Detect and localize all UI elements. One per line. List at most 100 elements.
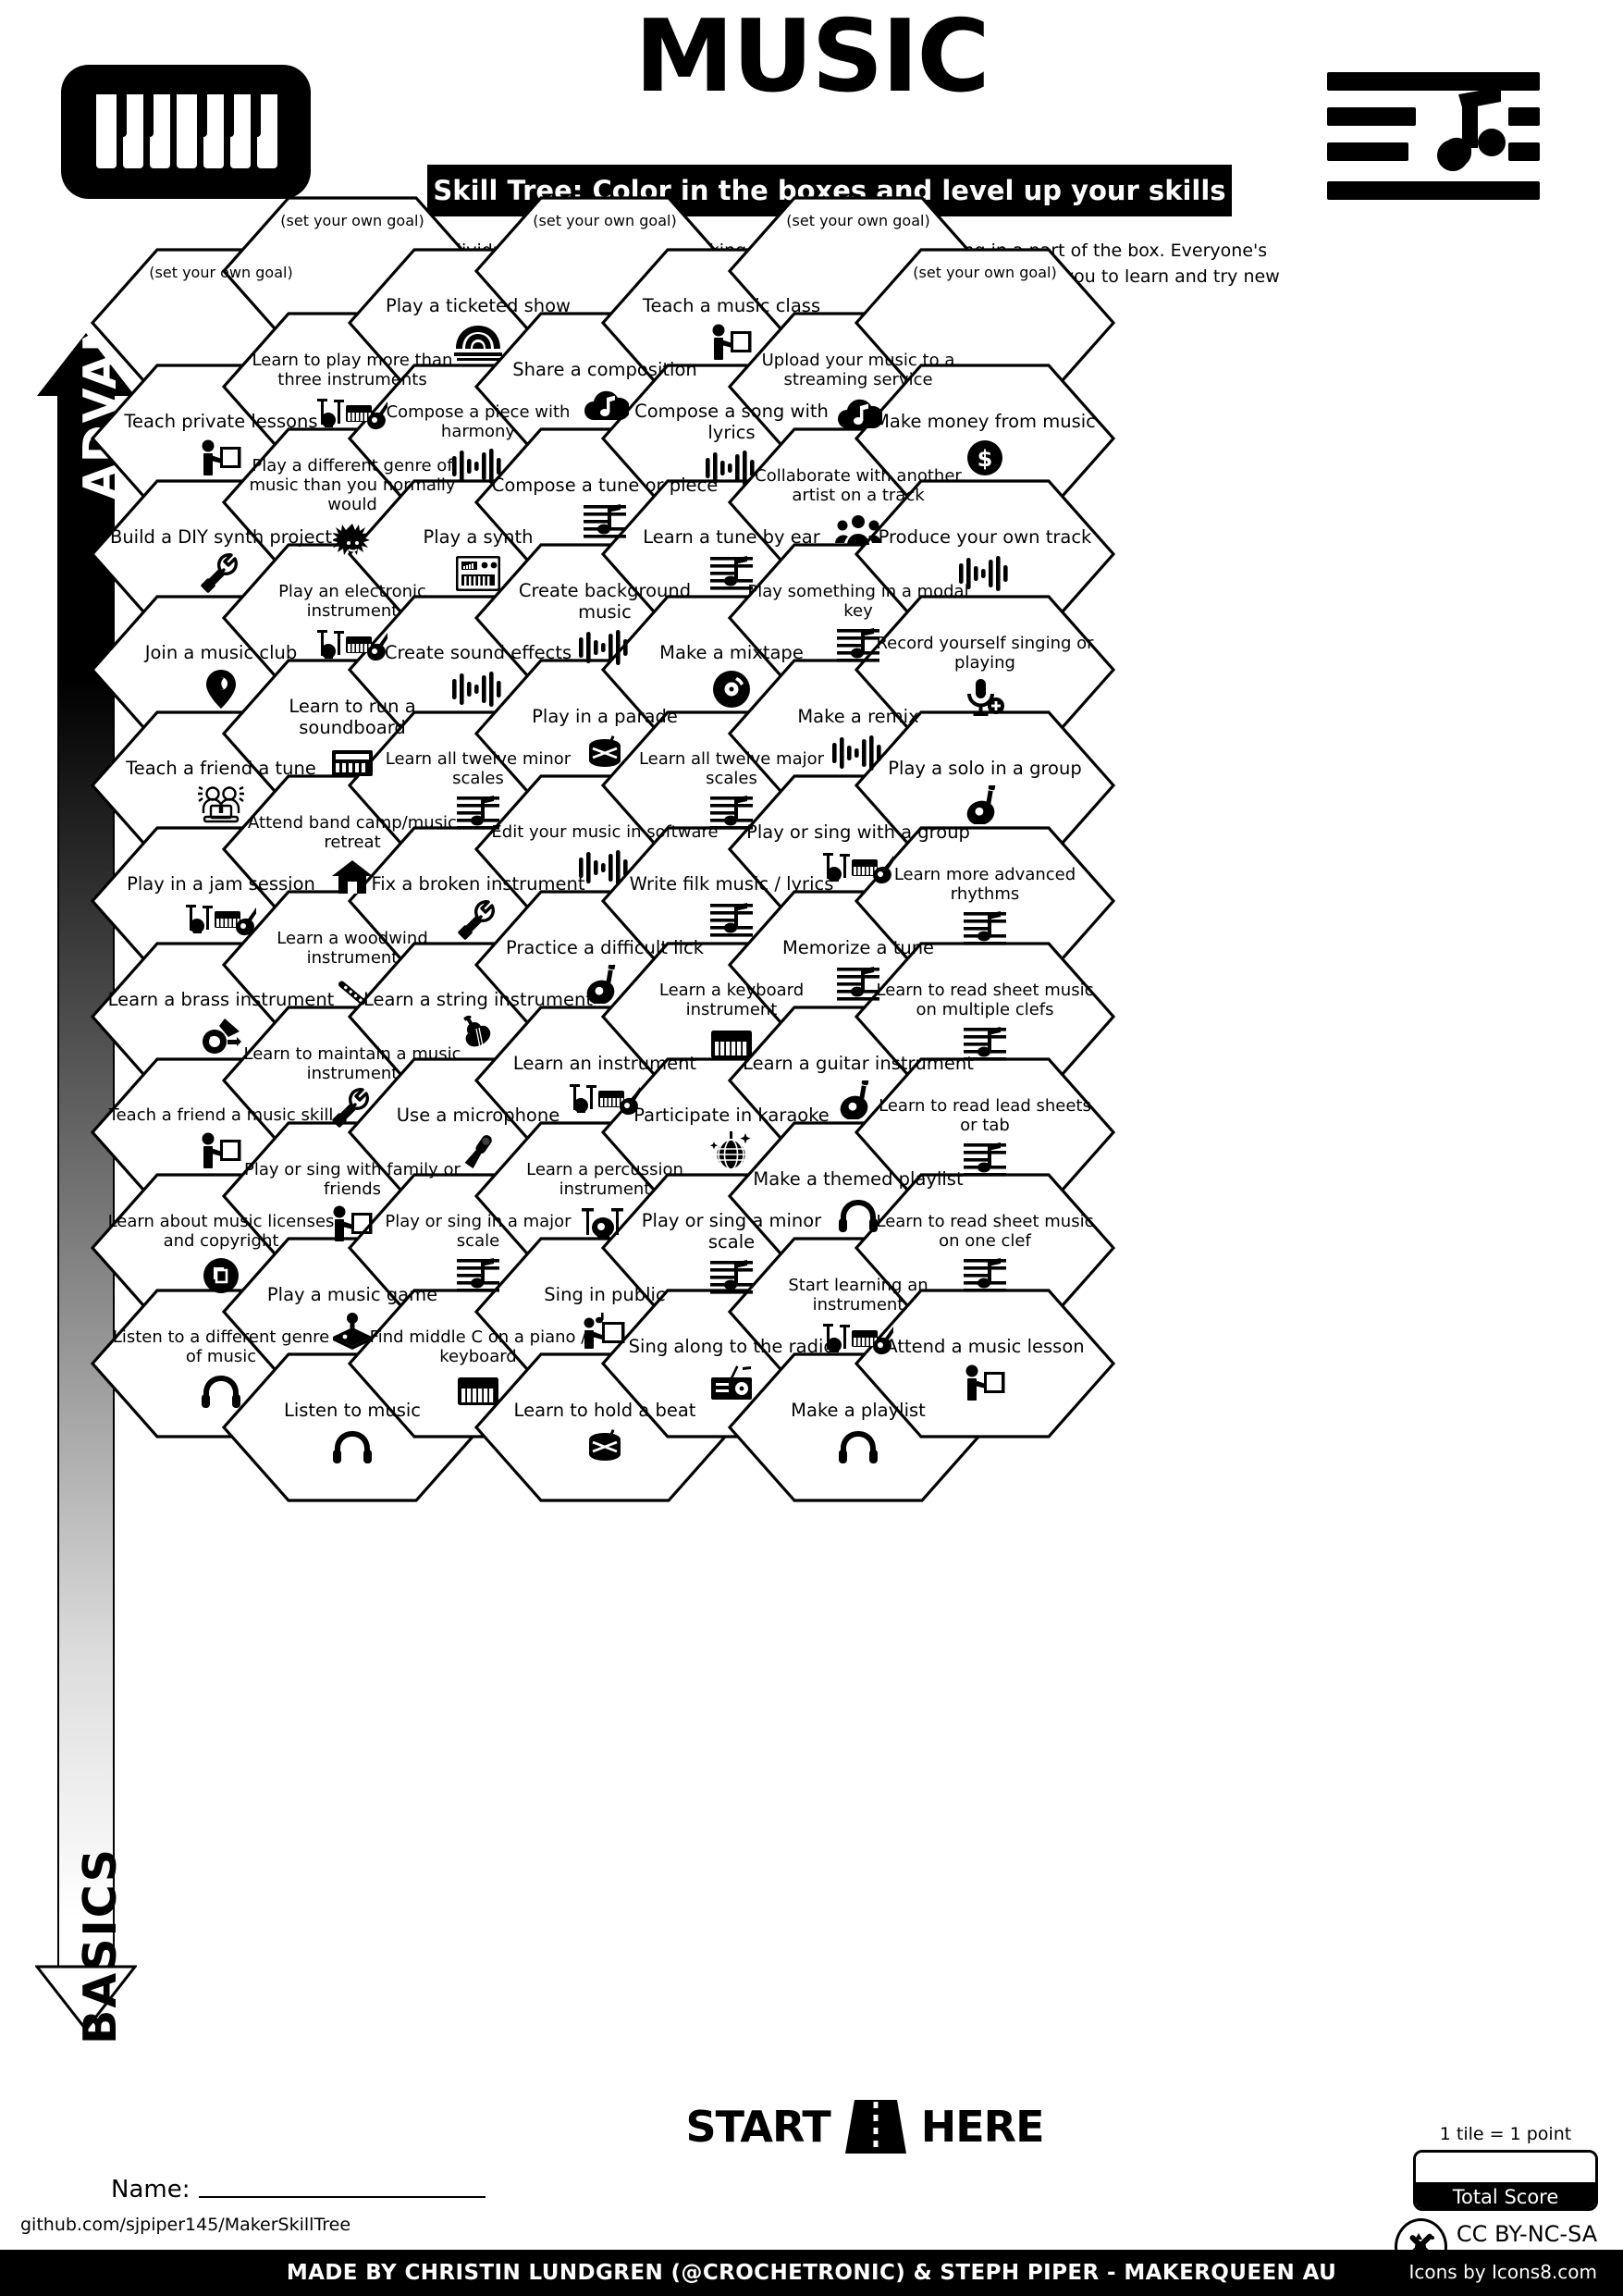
- tile-content: Play a synth: [348, 490, 609, 629]
- tile-content: (set your own goal): [222, 207, 483, 346]
- skill-tile[interactable]: Practice a difficult lick: [474, 890, 735, 1040]
- skill-tile[interactable]: Compose a piece with harmony: [348, 364, 609, 513]
- band-instruments-icon: [317, 625, 387, 666]
- skill-tile[interactable]: Memorize a tune: [728, 890, 989, 1040]
- house-icon: [331, 857, 374, 897]
- skill-tile[interactable]: Attend band camp/music retreat: [222, 774, 483, 924]
- skill-tile[interactable]: Play or sing in a major scale: [348, 1173, 609, 1323]
- skill-tile[interactable]: Listen to a different genre of music: [91, 1289, 351, 1438]
- skill-tile[interactable]: Play a synth: [348, 479, 609, 629]
- skill-tile[interactable]: Play or sing with family or friends: [222, 1121, 483, 1271]
- skill-tile[interactable]: Teach private lessons: [91, 364, 351, 513]
- skill-tile[interactable]: Learn to maintain a music instrument: [222, 1006, 483, 1155]
- sheet-music-icon: [964, 1255, 1006, 1296]
- waveform-icon: [831, 733, 885, 773]
- tile-label: Learn to maintain a music instrument: [243, 1043, 461, 1083]
- skill-tile[interactable]: Learn a percussion instrument: [474, 1121, 735, 1271]
- tile-content: Play or sing in a major scale: [348, 1184, 609, 1323]
- sheet-music-icon: [837, 625, 879, 666]
- skill-tile[interactable]: Learn a guitar instrument: [728, 1006, 989, 1155]
- tile-label: (set your own goal): [533, 212, 677, 229]
- tile-label: Learn about music licenses and copyright: [107, 1211, 335, 1251]
- radio-icon: [709, 1363, 754, 1403]
- skill-tile[interactable]: (set your own goal): [728, 196, 989, 346]
- skill-tile[interactable]: Learn a tune by ear: [601, 479, 862, 629]
- skill-tile[interactable]: Join a music club: [91, 595, 351, 745]
- tile-label: Learn to read lead sheets or tab: [879, 1095, 1091, 1135]
- start-label: START: [685, 2102, 830, 2152]
- skill-tile[interactable]: Upload your music to a streaming service: [728, 312, 989, 462]
- skill-tile[interactable]: Learn a brass instrument: [91, 942, 351, 1092]
- skill-tile[interactable]: Play something in a modal key: [728, 543, 989, 693]
- skill-tile[interactable]: Share a composition: [474, 312, 735, 462]
- skill-tile[interactable]: Play in a jam session: [91, 826, 351, 976]
- tile-label: Play a different genre of music than you…: [249, 456, 456, 514]
- skill-tile[interactable]: Find middle C on a piano / keyboard: [348, 1289, 609, 1438]
- skill-tile[interactable]: Learn more advanced rhythms: [855, 826, 1115, 976]
- skill-tile[interactable]: Learn a string instrument: [348, 942, 609, 1092]
- skill-tile[interactable]: (set your own goal): [222, 196, 483, 346]
- skill-tile[interactable]: Create sound effects: [348, 595, 609, 745]
- tile-label: Learn a guitar instrument: [743, 1053, 974, 1075]
- start-here-marker: START HERE: [684, 2098, 1045, 2155]
- skill-tile[interactable]: Start learning an instrument: [728, 1237, 989, 1387]
- skill-tile[interactable]: Learn to read lead sheets or tab: [855, 1057, 1115, 1207]
- skill-tile[interactable]: Learn to read sheet music on multiple cl…: [855, 942, 1115, 1092]
- two-people-laptop-icon: [196, 784, 246, 825]
- waveform-icon: [958, 553, 1012, 594]
- vinyl-icon: [712, 669, 751, 710]
- tile-label: Collaborate with another artist on a tra…: [755, 465, 962, 505]
- tile-content: Edit your music in software: [474, 785, 735, 924]
- skill-tile[interactable]: Collaborate with another artist on a tra…: [728, 427, 989, 577]
- tile-content: Play in a jam session: [91, 837, 351, 976]
- skill-tile[interactable]: Participate in karaoke: [601, 1057, 862, 1207]
- skill-tile[interactable]: Attend a music lesson: [855, 1289, 1115, 1438]
- total-score-box[interactable]: Total Score: [1413, 2150, 1598, 2211]
- skill-tile[interactable]: Learn to play more than three instrument…: [222, 312, 483, 462]
- arrow-head-down: [35, 1965, 137, 2031]
- headphones-icon: [332, 1426, 373, 1467]
- tile-label: Learn a tune by ear: [643, 526, 820, 549]
- skill-tile[interactable]: Play a music game: [222, 1237, 483, 1387]
- skill-tile[interactable]: Teach a friend a tune: [91, 710, 351, 860]
- skill-tile[interactable]: Write filk music / lyrics: [601, 826, 862, 976]
- tile-content: Start learning an instrument: [728, 1248, 989, 1387]
- keyboard-icon: [457, 1371, 499, 1412]
- tile-label: Learn to run a soundboard: [289, 695, 416, 738]
- band-instruments-icon: [186, 900, 256, 941]
- tile-label: Produce your own track: [878, 526, 1092, 549]
- skill-tile[interactable]: Learn an instrument: [474, 1006, 735, 1155]
- skill-tile[interactable]: Listen to music: [222, 1352, 483, 1502]
- skill-tile[interactable]: Create background music: [474, 543, 735, 693]
- skill-tile[interactable]: Play in a parade: [474, 659, 735, 809]
- skill-tile[interactable]: Learn to read sheet music on one clef: [855, 1173, 1115, 1323]
- sheet-music-icon: [837, 964, 879, 1005]
- skill-tile[interactable]: Learn a woodwind instrument: [222, 890, 483, 1040]
- skill-tile[interactable]: (set your own goal): [91, 248, 351, 398]
- tile-content: Use a microphone: [348, 1068, 609, 1207]
- skill-tile[interactable]: Produce your own track: [855, 479, 1115, 629]
- tile-content: Learn to hold a beat: [474, 1364, 735, 1502]
- skill-tile[interactable]: (set your own goal): [855, 248, 1115, 398]
- skill-tile[interactable]: Make money from music $: [855, 364, 1115, 513]
- tile-label: Create sound effects: [384, 642, 572, 664]
- skill-tile[interactable]: Record yourself singing or playing: [855, 595, 1115, 745]
- name-field-row[interactable]: Name:: [111, 2176, 486, 2203]
- skill-tile[interactable]: Build a DIY synth project: [91, 479, 351, 629]
- skill-tile[interactable]: Learn to run a soundboard: [222, 659, 483, 809]
- skill-tile[interactable]: Edit your music in software: [474, 774, 735, 924]
- tile-label: Listen to music: [283, 1400, 422, 1422]
- band-instruments-icon: [823, 1319, 893, 1360]
- skill-tile[interactable]: Play a different genre of music than you…: [222, 427, 483, 577]
- tile-label: Play or sing with a group: [746, 821, 970, 844]
- tile-content: Teach private lessons: [91, 375, 351, 513]
- copyright-icon: [203, 1255, 240, 1296]
- tile-label: Play or sing in a major scale: [385, 1211, 572, 1251]
- tile-content: Learn a guitar instrument: [728, 1017, 989, 1155]
- skill-tile[interactable]: Play a solo in a group: [855, 710, 1115, 860]
- total-score-input[interactable]: [1416, 2153, 1595, 2182]
- skill-tile[interactable]: (set your own goal): [474, 196, 735, 346]
- name-input[interactable]: [199, 2196, 486, 2198]
- skill-tile[interactable]: Play or sing with a group: [728, 774, 989, 924]
- tile-content: (set your own goal): [855, 259, 1115, 398]
